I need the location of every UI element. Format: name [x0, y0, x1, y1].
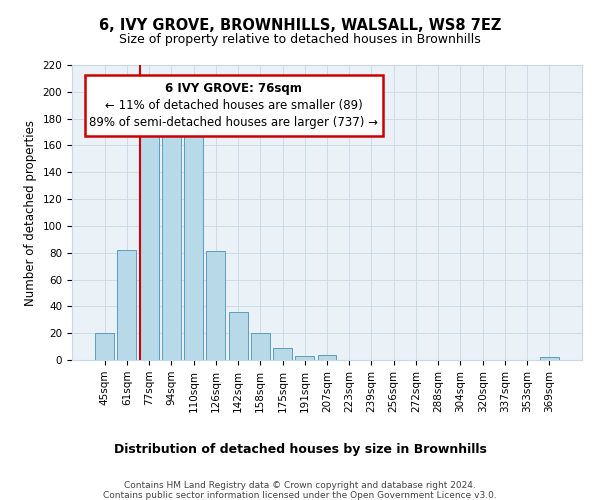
Bar [251, 333, 270, 360]
Y-axis label: Number of detached properties: Number of detached properties [24, 120, 37, 306]
Text: 6, IVY GROVE, BROWNHILLS, WALSALL, WS8 7EZ: 6, IVY GROVE, BROWNHILLS, WALSALL, WS8 7… [99, 18, 501, 32]
Bar [206, 252, 225, 360]
FancyBboxPatch shape [85, 76, 383, 136]
Text: 89% of semi-detached houses are larger (737) →: 89% of semi-detached houses are larger (… [89, 116, 379, 130]
Bar [229, 312, 248, 360]
Text: 6 IVY GROVE: 76sqm: 6 IVY GROVE: 76sqm [166, 82, 302, 95]
Bar [162, 118, 181, 360]
Bar [317, 354, 337, 360]
Text: Distribution of detached houses by size in Brownhills: Distribution of detached houses by size … [113, 442, 487, 456]
Bar [295, 356, 314, 360]
Bar [140, 118, 158, 360]
Text: Size of property relative to detached houses in Brownhills: Size of property relative to detached ho… [119, 32, 481, 46]
Bar [184, 124, 203, 360]
Text: ← 11% of detached houses are smaller (89): ← 11% of detached houses are smaller (89… [105, 99, 363, 112]
Bar [118, 250, 136, 360]
Text: Contains HM Land Registry data © Crown copyright and database right 2024.: Contains HM Land Registry data © Crown c… [124, 481, 476, 490]
Bar [95, 333, 114, 360]
Bar [540, 358, 559, 360]
Bar [273, 348, 292, 360]
Text: Contains public sector information licensed under the Open Government Licence v3: Contains public sector information licen… [103, 491, 497, 500]
